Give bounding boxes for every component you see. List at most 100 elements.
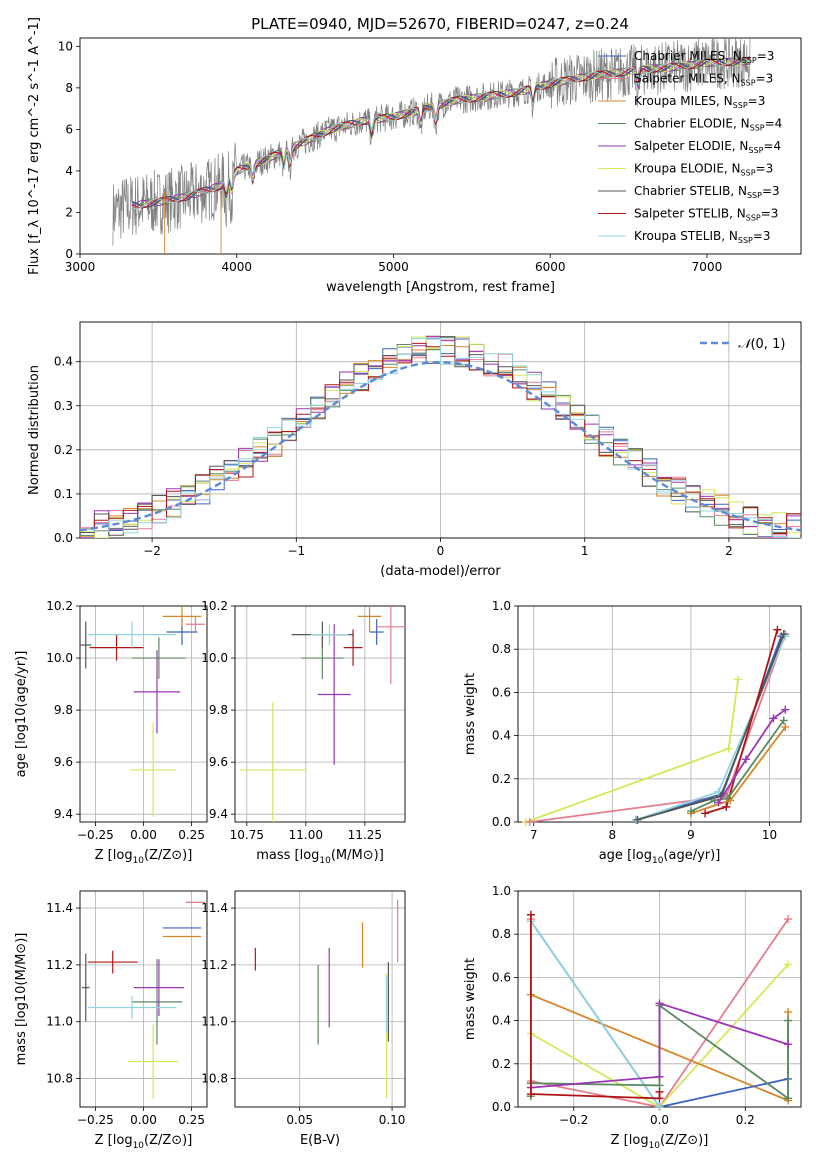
y-tick-label: 0.1 (54, 487, 73, 501)
y-axis-label: mass weight (463, 673, 478, 755)
y-tick-label: 0.8 (492, 927, 511, 941)
mass-weight-line (717, 708, 786, 804)
x-tick-label: 0.0 (650, 1113, 669, 1127)
legend-label-suffix: =3 (757, 49, 775, 63)
legend-label-sub: SSP (738, 236, 753, 245)
x-tick-label: 1 (581, 544, 589, 558)
y-tick-label: 0.2 (54, 443, 73, 457)
y-tick-label: 10 (58, 39, 73, 53)
x-tick-label: 7000 (692, 260, 723, 274)
y-axis-label: mass weight (463, 958, 478, 1040)
x-axis-label-sub: 10 (652, 856, 664, 866)
legend-label-suffix: =3 (756, 72, 774, 86)
mass-weight-marker (784, 915, 793, 924)
x-tick-label: 2 (725, 544, 733, 558)
y-tick-label: 9.8 (209, 703, 228, 717)
y-tick-label: 11.4 (201, 901, 228, 915)
y-tick-label: 0.0 (492, 1100, 511, 1114)
mass-weight-marker (773, 625, 782, 634)
legend-label-text: Kroupa MILES, N (634, 94, 733, 108)
x-axis-label-tail: (age/yr)] (663, 848, 720, 863)
mass-weight-line (635, 635, 787, 821)
x-axis-label-sub: 10 (133, 1141, 145, 1151)
legend-label: Chabrier MILES, NSSP=3 (634, 49, 774, 65)
y-tick-label: 10.8 (46, 1072, 73, 1086)
x-axis-label-main: Z [log (95, 848, 133, 863)
x-axis-label-main: Z [log (611, 1133, 649, 1148)
normal-curve (79, 360, 802, 532)
x-axis-label: (data-model)/error (380, 564, 501, 579)
age_vs_Z-axes: −0.25 0.00 0.25 9.4 9.6 9.8 10.0 10.2 (46, 599, 208, 842)
spectrum-model-line (223, 58, 752, 201)
mass_vs_EBV-frame (234, 890, 406, 1108)
x-tick-label: 4000 (221, 260, 252, 274)
x-tick-label: 0.2 (736, 1113, 755, 1127)
legend-label: Salpeter ELODIE, NSSP=4 (634, 139, 781, 155)
x-tick-label: −0.2 (559, 1113, 588, 1127)
legend-label-text: Salpeter STELIB, N (634, 207, 746, 221)
y-tick-label: 10.2 (46, 599, 73, 613)
y-tick-label: 0.8 (492, 642, 511, 656)
legend-label-sub: SSP (747, 191, 762, 200)
y-tick-label: 11.0 (46, 1015, 73, 1029)
mass-weight-line (530, 920, 661, 1108)
legend-label-text: Kroupa STELIB, N (634, 229, 738, 243)
legend-label-text: Chabrier ELODIE, N (634, 117, 750, 131)
x-axis-label-sub: 10 (649, 1141, 661, 1151)
legend-label-sub: SSP (748, 146, 763, 155)
mass-weight-marker (701, 809, 710, 818)
x-tick-label: −0.25 (77, 828, 114, 842)
legend-label-suffix: =3 (761, 207, 779, 221)
x-axis-label-tail: (Z/Z⊙)] (144, 848, 192, 863)
y-tick-label: 9.4 (54, 807, 73, 821)
x-tick-label: 0.00 (130, 828, 157, 842)
spectrum-frame (79, 37, 802, 255)
mass-weight-marker (784, 1016, 793, 1025)
y-tick-label: 10.8 (201, 1072, 228, 1086)
y-tick-label: 9.4 (209, 807, 228, 821)
legend-label: Kroupa STELIB, NSSP=3 (634, 229, 771, 245)
x-axis-label-main: age [log (599, 848, 652, 863)
legend-label-sub: SSP (750, 124, 765, 133)
y-axis-label: mass [log10(M/M⊙)] (14, 933, 29, 1066)
y-tick-label: 9.6 (209, 755, 228, 769)
x-axis-label-main: Z [log (95, 1133, 133, 1148)
y-tick-label: 2 (65, 205, 73, 219)
y-tick-label: 0.4 (492, 1014, 511, 1028)
y-axis-label: age [log10(age/yr)] (14, 651, 29, 778)
legend-label: Salpeter STELIB, NSSP=3 (634, 207, 778, 223)
x-axis-label: Z [log10(Z/Z⊙)] (95, 848, 193, 866)
normal-legend-label: 𝒩(0, 1) (738, 337, 785, 352)
legend-label: Chabrier STELIB, NSSP=3 (634, 184, 780, 200)
x-tick-label: −0.25 (77, 1113, 114, 1127)
age_vs_mass-frame (234, 605, 406, 823)
mass-weight-marker (526, 910, 535, 919)
y-tick-label: 0.3 (54, 399, 73, 413)
x-axis-label: mass [log10(M/M⊙)] (256, 848, 384, 866)
mass-weight-marker (722, 802, 731, 811)
legend-label-suffix: =4 (763, 139, 781, 153)
mass-weight-marker (734, 675, 743, 684)
legend-label: Chabrier ELODIE, NSSP=4 (634, 117, 782, 133)
x-axis-label-sub: 10 (319, 856, 331, 866)
mass-weight-marker (784, 1040, 793, 1049)
y-axis-label: Normed distribution (27, 365, 42, 495)
spectrum-axes: 3000 4000 5000 6000 7000 0 2 4 6 8 10 (58, 37, 802, 274)
spectrum-model-line (131, 57, 751, 207)
x-tick-label: 11.00 (289, 828, 323, 842)
x-tick-label: 8 (609, 828, 617, 842)
y-tick-label: 1.0 (492, 884, 511, 898)
legend-label-sub: SSP (733, 101, 748, 110)
y-tick-label: 0.2 (492, 772, 511, 786)
mass-weight-marker (724, 744, 733, 753)
mass-weight-marker (784, 1007, 793, 1016)
legend-label-text: Chabrier MILES, N (634, 49, 742, 63)
residuals-axes: −2 −1 0 1 2 0.0 0.1 0.2 0.3 0.4 (54, 321, 802, 558)
legend-label-sub: SSP (741, 169, 756, 178)
normal-legend-args: (0, 1) (750, 337, 785, 352)
residuals-frame (79, 321, 802, 539)
x-tick-label: 7 (530, 828, 538, 842)
y-tick-label: 9.6 (54, 755, 73, 769)
legend-label-text: Chabrier STELIB, N (634, 184, 747, 198)
legend-label-sub: SSP (742, 56, 757, 65)
